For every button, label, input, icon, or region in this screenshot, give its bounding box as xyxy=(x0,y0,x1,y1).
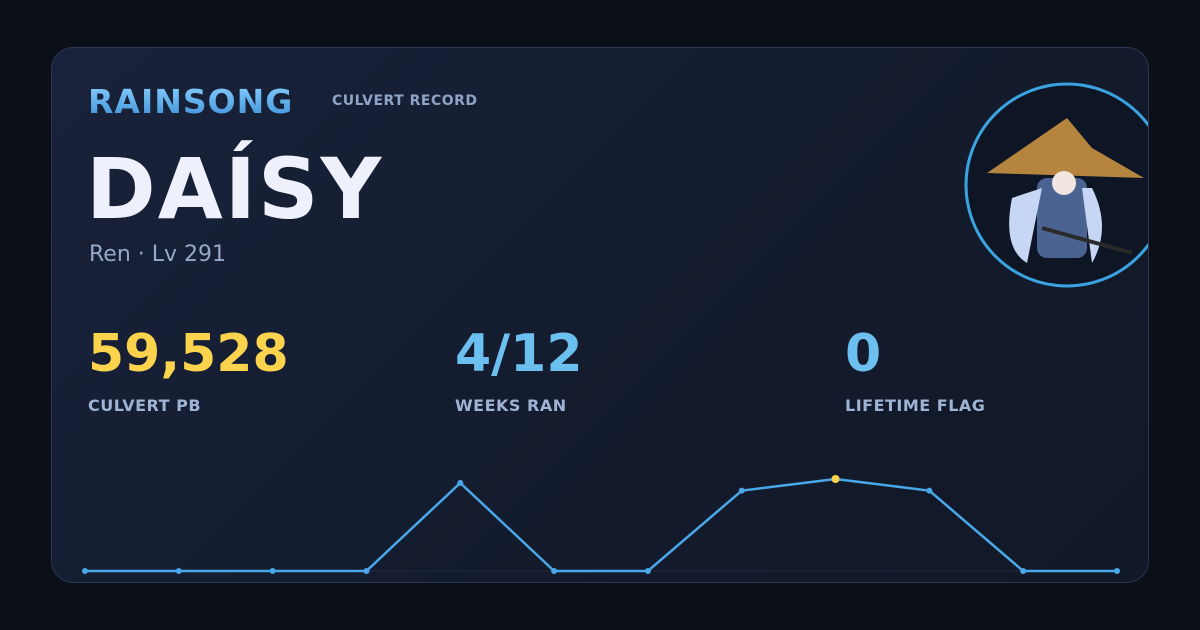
sparkline-point xyxy=(1114,568,1120,574)
stat-label: CULVERT PB xyxy=(88,396,202,415)
brand: RAINSONG xyxy=(88,82,294,121)
sparkline-point xyxy=(82,568,88,574)
stat-value: 59,528 xyxy=(88,324,289,384)
sparkline-point xyxy=(831,475,840,483)
player-info: Ren · Lv 291 xyxy=(89,242,227,267)
stat-value: 4/12 xyxy=(455,324,583,384)
stat-label: WEEKS RAN xyxy=(455,396,567,415)
sparkline-point xyxy=(457,479,464,486)
stat: 59,528 CULVERT PB xyxy=(88,328,289,415)
sparkline-point xyxy=(1020,568,1027,574)
player-name: DAÍSY xyxy=(86,140,384,238)
sparkline-point xyxy=(926,487,933,494)
stat-value: 0 xyxy=(845,324,882,384)
stat: 4/12 WEEKS RAN xyxy=(455,328,583,415)
sparkline-point xyxy=(551,568,558,574)
stat-label: LIFETIME FLAG xyxy=(845,396,986,415)
sparkline-point xyxy=(363,568,370,574)
sparkline-point xyxy=(644,568,651,574)
sparkline-point xyxy=(175,568,182,574)
sparkline-line xyxy=(85,477,1117,573)
stat: 0 LIFETIME FLAG xyxy=(845,328,985,415)
sparkline xyxy=(82,82,1148,574)
avatar xyxy=(964,82,1148,288)
sparkline-point xyxy=(738,487,745,494)
card: RAINSONG CULVERT RECORD DAÍSY Ren · Lv 2… xyxy=(51,47,1149,583)
subtitle: CULVERT RECORD xyxy=(332,93,478,109)
sparkline-point xyxy=(269,568,276,574)
